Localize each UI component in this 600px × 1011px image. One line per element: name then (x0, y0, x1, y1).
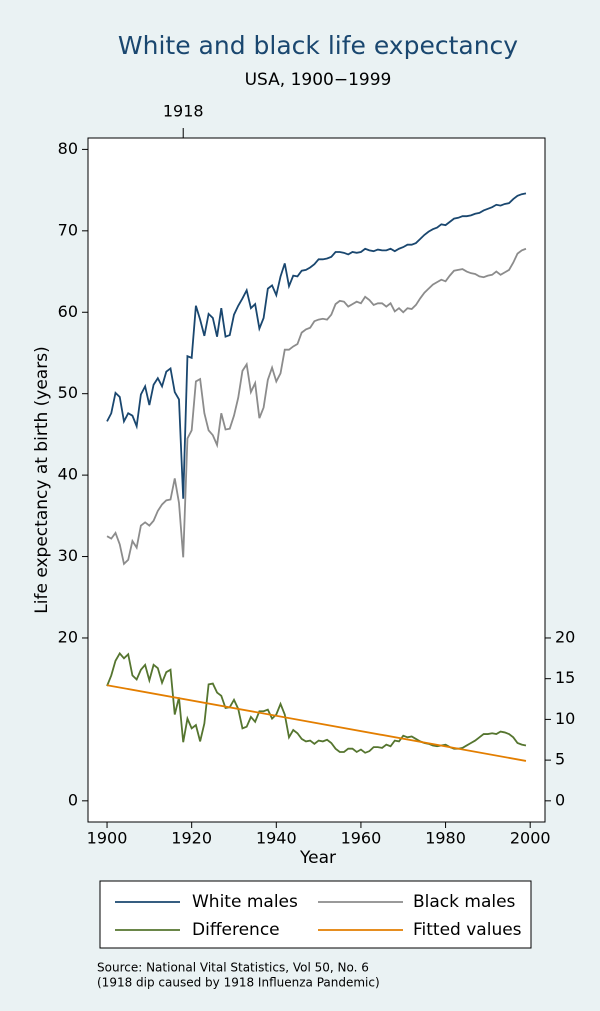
series-line (106, 192, 527, 499)
legend-label: White males (192, 892, 298, 912)
y-tick-label: 20 (58, 627, 78, 646)
series-line (106, 247, 527, 566)
x-tick-label: 1900 (87, 829, 128, 848)
x-tick-label: 2000 (510, 829, 551, 848)
y-axis-label: Life expectancy at birth (years) (32, 346, 52, 613)
y-tick-label: 50 (58, 383, 78, 402)
plot-area (87, 137, 546, 823)
y-tick-label: 0 (68, 790, 78, 809)
y-tick-label: 60 (58, 302, 78, 321)
series-line (106, 684, 527, 762)
y2-tick-label: 20 (555, 627, 575, 646)
x-tick-label: 1920 (171, 829, 212, 848)
y2-tick-label: 10 (555, 709, 575, 728)
x2-tick-label: 1918 (163, 102, 204, 121)
y2-tick-label: 0 (555, 790, 565, 809)
legend-label: Fitted values (413, 920, 522, 940)
y-tick-label: 80 (58, 139, 78, 158)
y2-tick-label: 15 (555, 668, 575, 687)
y-tick-label: 30 (58, 546, 78, 565)
x-axis-label: Year (299, 848, 336, 868)
legend-label: Black males (413, 892, 516, 912)
x-tick-label: 1940 (256, 829, 297, 848)
chart-subtitle: USA, 1900−1999 (245, 70, 392, 90)
note: (1918 dip caused by 1918 Influenza Pande… (97, 976, 380, 990)
y-tick-label: 70 (58, 220, 78, 239)
x-tick-label: 1980 (425, 829, 466, 848)
note: Source: National Vital Statistics, Vol 5… (97, 961, 369, 975)
y-tick-label: 40 (58, 465, 78, 484)
chart-title: White and black life expectancy (118, 31, 518, 60)
x-tick-label: 1960 (341, 829, 382, 848)
legend (99, 880, 532, 949)
y2-tick-label: 5 (555, 750, 565, 769)
legend-label: Difference (192, 920, 280, 940)
